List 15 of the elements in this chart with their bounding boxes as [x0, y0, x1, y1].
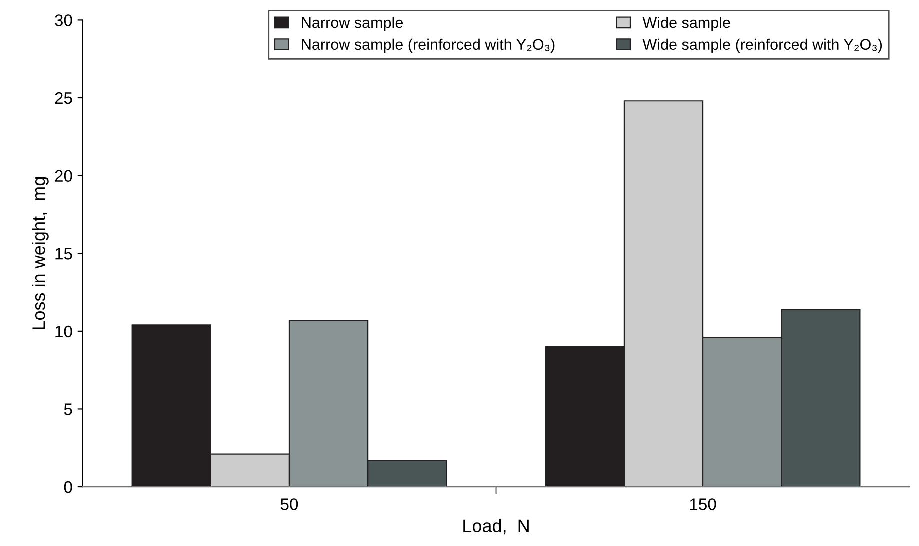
y-tick-label: 10: [56, 326, 72, 338]
y-axis-title: Loss in weight, mg: [32, 178, 49, 330]
legend-label: Narrow sample: [302, 16, 403, 32]
x-axis-title: Load, N: [464, 519, 529, 535]
y-tick-label: 15: [56, 248, 72, 260]
y-tick-label: 0: [64, 481, 72, 494]
y-tick-label: 5: [64, 404, 72, 416]
x-tick-label: 50: [280, 498, 298, 510]
x-tick-label: 150: [690, 498, 716, 510]
y-tick-label: 30: [55, 14, 72, 26]
legend-label: Wide sample (reinforced with Y₂O₃): [642, 38, 882, 54]
y-tick-label: 20: [55, 170, 72, 182]
legend-label: Wide sample: [642, 16, 730, 32]
y-tick-label: 25: [55, 92, 72, 104]
legend-label: Narrow sample (reinforced with Y₂O₃): [302, 38, 555, 54]
